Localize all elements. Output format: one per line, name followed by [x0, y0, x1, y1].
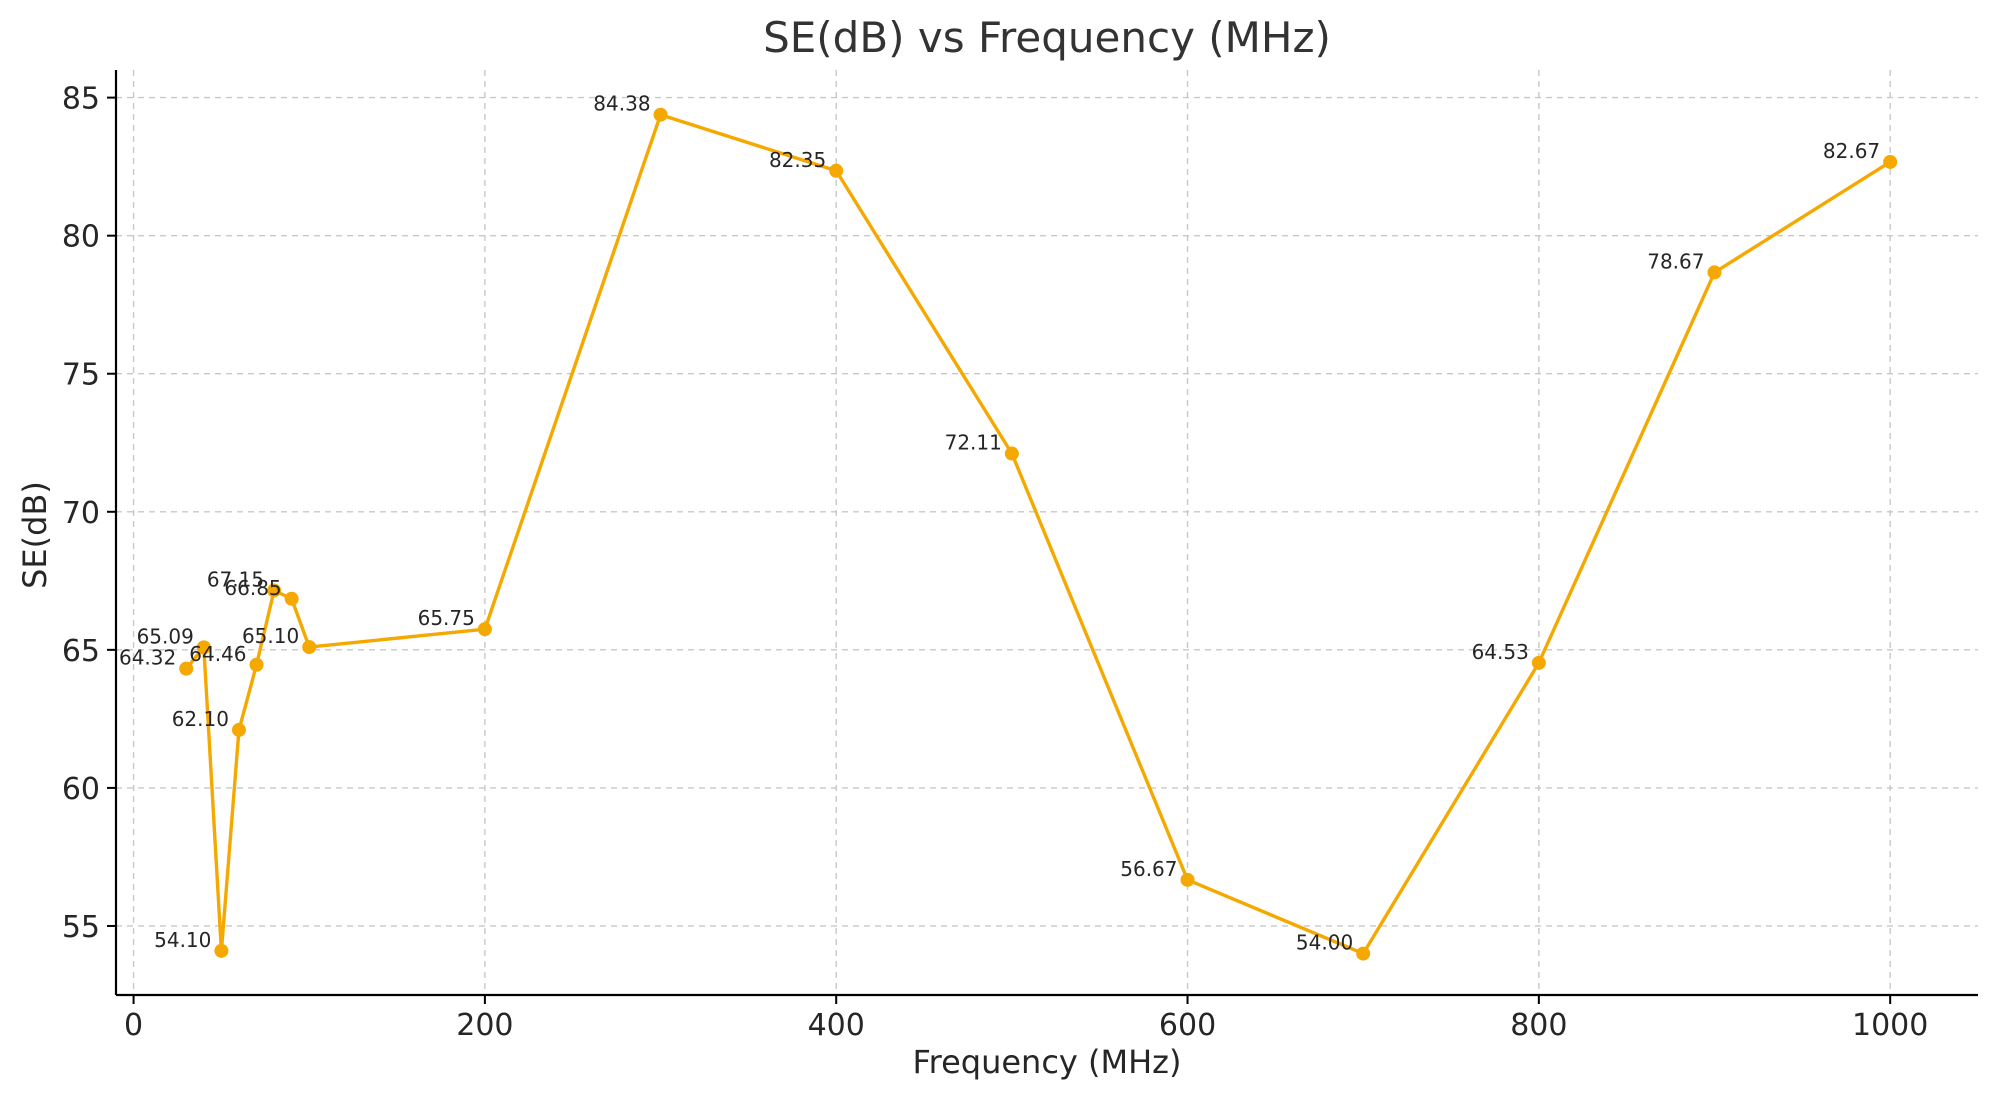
data-label: 82.35 [769, 148, 826, 172]
data-point [267, 583, 282, 598]
data-label: 64.46 [189, 642, 246, 666]
data-point [829, 163, 844, 178]
data-label: 66.85 [224, 576, 281, 600]
data-label: 65.09 [137, 624, 194, 648]
data-label: 67.15 [207, 567, 264, 591]
y-tick-label: 70 [62, 496, 100, 531]
x-tick-label: 200 [456, 1008, 513, 1043]
data-label: 54.00 [1296, 931, 1353, 955]
series-line [184, 113, 1892, 956]
y-tick-label: 75 [62, 358, 100, 393]
y-tick-label: 65 [62, 634, 100, 669]
data-label: 65.75 [418, 606, 475, 630]
data-label: 84.38 [593, 92, 650, 116]
data-label: 64.53 [1472, 640, 1529, 664]
x-tick-label: 0 [124, 1008, 143, 1043]
data-label: 62.10 [172, 707, 229, 731]
data-label: 82.67 [1823, 139, 1880, 163]
data-label: 72.11 [945, 431, 1002, 455]
data-label: 65.10 [242, 624, 299, 648]
x-axis-label: Frequency (MHz) [913, 1043, 1182, 1081]
x-tick-label: 800 [1510, 1008, 1567, 1043]
y-tick-label: 55 [62, 910, 100, 945]
grid-layer [116, 70, 1978, 995]
data-point [1707, 265, 1722, 280]
data-label: 64.32 [119, 646, 176, 670]
y-tick-label: 60 [62, 772, 100, 807]
ticks-layer: 0 200 400 600 800 1000 55 60 65 70 75 80 85 [62, 82, 1929, 1043]
data-point [231, 722, 246, 737]
data-point [302, 640, 317, 655]
data-point [1180, 872, 1195, 887]
data-point [196, 640, 211, 655]
chart-title: SE(dB) vs Frequency (MHz) [763, 13, 1331, 62]
data-point [653, 107, 668, 122]
data-point [249, 657, 264, 672]
data-point [1356, 946, 1371, 961]
x-tick-label: 600 [1159, 1008, 1216, 1043]
data-point [214, 943, 229, 958]
data-label: 78.67 [1647, 249, 1704, 273]
y-axis-label: SE(dB) [16, 481, 54, 589]
data-point [1004, 446, 1019, 461]
data-point [284, 591, 299, 606]
x-tick-label: 1000 [1852, 1008, 1928, 1043]
data-label: 56.67 [1120, 857, 1177, 881]
series-layer [179, 107, 1898, 961]
axes-layer [114, 70, 1978, 997]
data-point [477, 622, 492, 637]
data-point [1531, 655, 1546, 670]
x-tick-label: 400 [808, 1008, 865, 1043]
data-point [179, 661, 194, 676]
y-tick-label: 80 [62, 220, 100, 255]
y-tick-label: 85 [62, 82, 100, 117]
data-point [1883, 154, 1898, 169]
data-label: 54.10 [154, 928, 211, 952]
